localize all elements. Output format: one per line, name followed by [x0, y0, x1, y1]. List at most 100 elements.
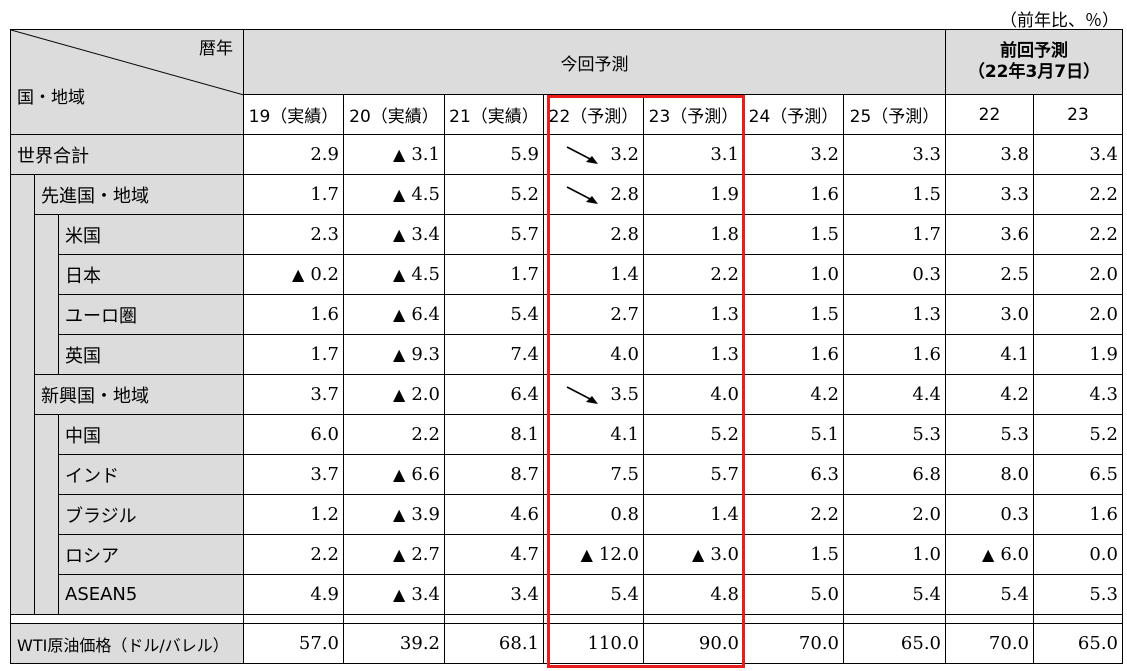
data-cell: ▲ 3.1: [343, 134, 445, 175]
data-cell: ▲ 6.0: [945, 534, 1034, 575]
data-cell: 5.4: [543, 574, 644, 615]
cell-value: 2.7: [610, 304, 639, 325]
data-cell: 1.4: [543, 254, 644, 295]
data-cell: ▲ 6.6: [343, 454, 445, 495]
data-cell: 1.2: [243, 494, 344, 535]
downward-arrow-icon: [566, 385, 599, 404]
data-cell: 5.3: [843, 414, 946, 455]
data-cell: 2.5: [945, 254, 1034, 295]
cell-value: 3.4: [1089, 144, 1118, 165]
data-cell: 3.3: [843, 134, 946, 175]
data-cell: 1.5: [743, 294, 844, 335]
table-row: 先進国・地域 1.7 ▲ 4.5 5.2 2.8 1.9 1.6 1.5 3.3 2.2: [10, 174, 1123, 615]
negative-marker-icon: ▲: [292, 265, 305, 284]
cell-value: 1.7: [510, 264, 539, 285]
row-label: 先進国・地域: [34, 174, 244, 215]
data-cell: 3.7: [243, 374, 344, 415]
cell-value: 6.8: [912, 464, 941, 485]
spacer-cell: [10, 614, 244, 624]
data-cell: 4.1: [945, 334, 1034, 375]
data-cell: ▲ 0.2: [243, 254, 344, 295]
negative-marker-icon: ▲: [982, 545, 995, 564]
table-row: 新興国・地域 3.7 ▲ 2.0 6.4 3.5 4.0 4.2 4.4 4.2 4.3: [11, 374, 1123, 415]
table-row: 中国 6.0 2.2 8.1 4.1 5.2 5.1 5.3 5.3 5.2: [11, 414, 1123, 615]
data-cell: 1.7: [243, 334, 344, 375]
data-cell: 4.3: [1033, 374, 1123, 415]
row-label: 日本: [58, 254, 244, 295]
data-cell: 2.8: [543, 214, 644, 255]
cell-value: 1.7: [912, 224, 941, 245]
column-header: 24（予測）: [743, 94, 844, 135]
data-cell: 4.2: [945, 374, 1034, 415]
cell-value: 4.8: [710, 584, 739, 605]
data-cell: 7.5: [543, 454, 644, 495]
data-cell: 1.6: [1033, 494, 1123, 535]
data-cell: 1.0: [843, 534, 946, 575]
row-label: ユーロ圏: [58, 294, 244, 335]
data-cell: 7.4: [444, 334, 544, 375]
cell-value: 3.9: [411, 504, 440, 525]
data-cell: 5.3: [1033, 574, 1123, 615]
table-row: 米国 2.3 ▲ 3.4 5.7 2.8 1.8 1.5 1.7 3.6 2.2: [11, 214, 1123, 375]
cell-value: 3.2: [610, 143, 639, 165]
previous-forecast-header: 前回予測 （22年3月7日）: [945, 29, 1123, 95]
cell-value: 1.8: [710, 224, 739, 245]
cell-value: 8.7: [510, 464, 539, 485]
data-cell: 1.5: [743, 534, 844, 575]
data-cell: 5.7: [444, 214, 544, 255]
spacer-cell: [743, 614, 844, 624]
oil-price-label: WTI原油価格（ドル/バレル）: [10, 623, 244, 664]
data-cell: 1.8: [643, 214, 744, 255]
data-cell: 1.5: [743, 214, 844, 255]
cell-value: 1.9: [710, 184, 739, 205]
data-cell: 1.6: [843, 334, 946, 375]
row-label: インド: [58, 454, 244, 495]
cell-value: 9.3: [411, 344, 440, 365]
data-cell: 8.1: [444, 414, 544, 455]
data-cell: ▲ 3.4: [343, 574, 445, 615]
cell-value: 4.7: [510, 544, 539, 565]
data-cell: 2.9: [243, 134, 344, 175]
cell-value: 2.3: [310, 224, 339, 245]
cell-value: 2.2: [1089, 224, 1118, 245]
table-row: インド 3.7 ▲ 6.6 8.7 7.5 5.7 6.3 6.8 8.0 6.5: [11, 454, 1123, 495]
cell-value: 1.6: [810, 184, 839, 205]
spacer-cell: [243, 614, 344, 624]
cell-value: 6.0: [1000, 544, 1029, 565]
current-forecast-header: 今回予測: [243, 29, 946, 95]
cell-value: 2.0: [912, 504, 941, 525]
unit-note: （前年比、％）: [1000, 11, 1119, 31]
cell-value: 7.5: [610, 464, 639, 485]
column-header: 21（実績）: [444, 94, 544, 135]
data-cell: 2.7: [543, 294, 644, 335]
prev-column-header: 22: [945, 94, 1034, 135]
spacer-cell: [343, 614, 445, 624]
cell-value: 2.0: [1089, 264, 1118, 285]
negative-marker-icon: ▲: [393, 385, 406, 404]
cell-value: 12.0: [598, 544, 639, 565]
data-cell: 6.3: [743, 454, 844, 495]
forecast-table: 暦年 国・地域 今回予測 前回予測 （22年3月7日） 19（実績） 20（実績）…: [10, 29, 1123, 664]
data-cell: 2.3: [243, 214, 344, 255]
data-cell: 1.0: [743, 254, 844, 295]
data-cell: 3.5: [543, 374, 644, 415]
data-cell: 5.2: [643, 414, 744, 455]
data-cell: 4.8: [643, 574, 744, 615]
oil-price-cell: 70.0: [945, 623, 1034, 664]
data-cell: 4.1: [543, 414, 644, 455]
data-cell: 0.3: [945, 494, 1034, 535]
data-cell: 1.7: [843, 214, 946, 255]
cell-value: 5.9: [510, 144, 539, 165]
cell-value: 1.3: [710, 304, 739, 325]
cell-value: 6.0: [310, 424, 339, 445]
negative-marker-icon: ▲: [393, 545, 406, 564]
negative-marker-icon: ▲: [393, 305, 406, 324]
data-cell: 4.0: [543, 334, 644, 375]
data-cell: 0.3: [843, 254, 946, 295]
cell-value: 2.2: [1089, 184, 1118, 205]
cell-value: 0.3: [1000, 504, 1029, 525]
cell-value: 1.0: [912, 544, 941, 565]
data-cell: 3.6: [945, 214, 1034, 255]
cell-value: 3.0: [710, 544, 739, 565]
cell-value: 5.4: [510, 304, 539, 325]
